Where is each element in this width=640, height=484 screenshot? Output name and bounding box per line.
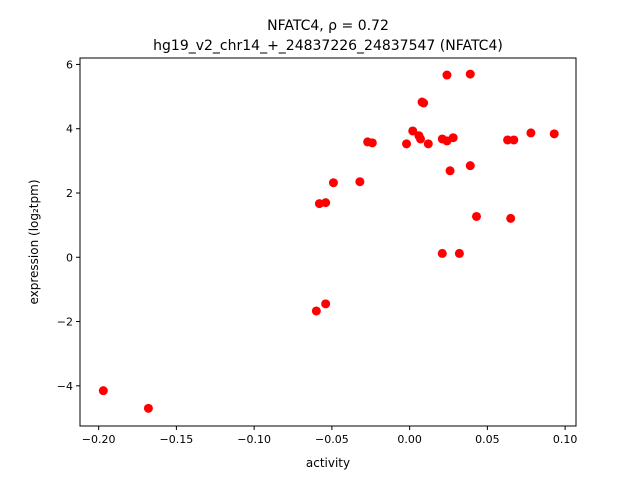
data-point	[416, 134, 426, 144]
data-point	[423, 139, 433, 149]
data-point	[321, 198, 331, 208]
data-point	[448, 133, 458, 143]
data-point	[408, 126, 418, 136]
x-tick-label: 0.05	[475, 433, 500, 446]
data-point	[454, 248, 464, 258]
x-axis-label: activity	[306, 456, 350, 470]
y-tick-label: 6	[66, 58, 73, 71]
x-tick-label: −0.10	[237, 433, 271, 446]
data-point	[465, 161, 475, 171]
chart-title-line2: hg19_v2_chr14_+_24837226_24837547 (NFATC…	[153, 38, 503, 54]
y-tick-label: −4	[57, 380, 73, 393]
data-point	[419, 98, 429, 108]
x-tick-label: 0.00	[397, 433, 422, 446]
data-point	[506, 213, 516, 223]
data-point	[98, 386, 108, 396]
data-point	[328, 178, 338, 188]
plot-frame	[79, 57, 577, 427]
y-tick-label: 2	[66, 187, 73, 200]
data-point	[526, 128, 536, 138]
x-tick-label: 0.10	[553, 433, 578, 446]
data-point	[311, 306, 321, 316]
data-point	[445, 166, 455, 176]
data-point	[143, 403, 153, 413]
data-point	[465, 69, 475, 79]
data-point	[503, 135, 513, 145]
y-axis-label: expression (log₂tpm)	[27, 179, 41, 304]
data-point	[509, 135, 519, 145]
data-point	[402, 139, 412, 149]
data-point	[437, 248, 447, 258]
y-tick-label: −2	[57, 316, 73, 329]
x-tick-label: −0.15	[160, 433, 194, 446]
data-point	[471, 211, 481, 221]
y-tick-label: 0	[66, 251, 73, 264]
x-tick-label: −0.20	[82, 433, 116, 446]
data-point	[367, 138, 377, 148]
y-tick-label: 4	[66, 123, 73, 136]
data-point	[321, 299, 331, 309]
x-tick-label: −0.05	[315, 433, 349, 446]
data-point	[355, 177, 365, 187]
data-point	[442, 70, 452, 80]
chart-title-line1: NFATC4, ρ = 0.72	[267, 18, 389, 34]
data-point	[549, 129, 559, 139]
